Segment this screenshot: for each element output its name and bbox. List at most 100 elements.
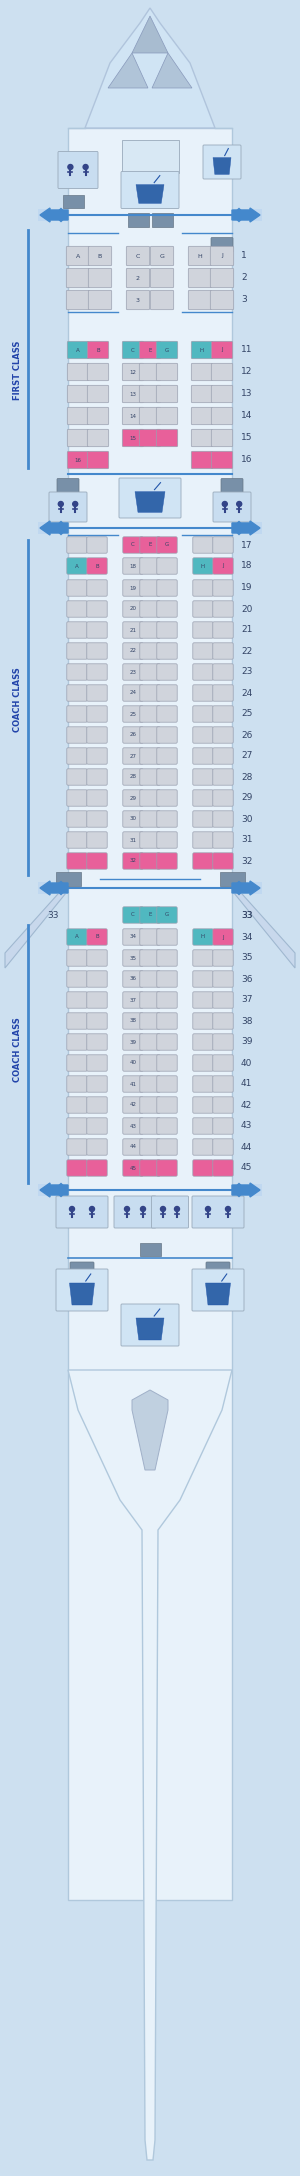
FancyBboxPatch shape: [67, 622, 87, 638]
FancyBboxPatch shape: [193, 1097, 213, 1114]
FancyBboxPatch shape: [140, 579, 160, 596]
Text: H: H: [201, 564, 205, 568]
Text: 14: 14: [241, 411, 252, 420]
FancyBboxPatch shape: [140, 1118, 160, 1134]
FancyBboxPatch shape: [87, 557, 107, 574]
Polygon shape: [213, 157, 231, 174]
FancyBboxPatch shape: [67, 342, 89, 359]
FancyBboxPatch shape: [193, 1118, 213, 1134]
FancyBboxPatch shape: [157, 1138, 177, 1155]
FancyBboxPatch shape: [123, 768, 143, 786]
Text: 34: 34: [130, 934, 136, 940]
FancyBboxPatch shape: [232, 881, 262, 894]
Text: 14: 14: [130, 413, 136, 418]
FancyBboxPatch shape: [140, 601, 160, 618]
FancyBboxPatch shape: [122, 139, 178, 172]
Text: 33: 33: [241, 910, 253, 920]
FancyBboxPatch shape: [140, 812, 160, 827]
FancyBboxPatch shape: [87, 363, 109, 381]
FancyBboxPatch shape: [211, 363, 233, 381]
FancyArrow shape: [232, 209, 260, 222]
FancyArrow shape: [40, 520, 68, 535]
Text: 30: 30: [130, 816, 136, 823]
FancyBboxPatch shape: [87, 992, 107, 1007]
FancyBboxPatch shape: [157, 579, 177, 596]
FancyBboxPatch shape: [140, 907, 160, 923]
FancyBboxPatch shape: [87, 1138, 107, 1155]
FancyBboxPatch shape: [157, 1118, 177, 1134]
Polygon shape: [85, 9, 215, 128]
Text: 39: 39: [241, 1038, 253, 1047]
FancyBboxPatch shape: [140, 537, 160, 553]
Polygon shape: [5, 883, 68, 968]
FancyBboxPatch shape: [193, 622, 213, 638]
FancyBboxPatch shape: [123, 685, 143, 701]
Text: 18: 18: [130, 564, 136, 568]
FancyBboxPatch shape: [211, 342, 233, 359]
Polygon shape: [132, 1390, 168, 1471]
Text: C: C: [131, 348, 135, 353]
FancyBboxPatch shape: [213, 1097, 233, 1114]
FancyBboxPatch shape: [213, 705, 233, 722]
FancyBboxPatch shape: [67, 1160, 87, 1177]
FancyArrow shape: [40, 1184, 68, 1197]
FancyBboxPatch shape: [193, 1075, 213, 1092]
FancyBboxPatch shape: [140, 992, 160, 1007]
FancyBboxPatch shape: [193, 579, 213, 596]
FancyBboxPatch shape: [213, 579, 233, 596]
FancyBboxPatch shape: [38, 209, 68, 222]
FancyBboxPatch shape: [232, 209, 262, 222]
FancyBboxPatch shape: [58, 152, 98, 189]
FancyBboxPatch shape: [152, 213, 172, 226]
FancyBboxPatch shape: [67, 949, 87, 966]
FancyBboxPatch shape: [123, 992, 143, 1007]
FancyBboxPatch shape: [87, 664, 107, 681]
FancyBboxPatch shape: [213, 557, 233, 574]
FancyBboxPatch shape: [210, 268, 234, 287]
FancyBboxPatch shape: [220, 873, 244, 886]
Text: J: J: [221, 252, 223, 259]
Text: 27: 27: [241, 751, 252, 759]
Text: 3: 3: [136, 298, 140, 302]
FancyBboxPatch shape: [38, 1184, 68, 1197]
FancyBboxPatch shape: [193, 727, 213, 744]
FancyBboxPatch shape: [140, 727, 160, 744]
FancyBboxPatch shape: [213, 1138, 233, 1155]
FancyBboxPatch shape: [157, 831, 177, 849]
FancyBboxPatch shape: [156, 385, 178, 403]
FancyBboxPatch shape: [88, 268, 112, 287]
FancyBboxPatch shape: [213, 1160, 233, 1177]
FancyBboxPatch shape: [87, 1055, 107, 1071]
FancyBboxPatch shape: [157, 622, 177, 638]
FancyBboxPatch shape: [87, 949, 107, 966]
FancyBboxPatch shape: [210, 289, 234, 309]
Text: 45: 45: [241, 1164, 252, 1173]
FancyBboxPatch shape: [87, 1075, 107, 1092]
FancyBboxPatch shape: [193, 642, 213, 659]
FancyArrow shape: [232, 520, 260, 535]
FancyArrow shape: [40, 881, 68, 894]
FancyBboxPatch shape: [157, 929, 177, 944]
Text: 25: 25: [130, 712, 136, 716]
Text: 16: 16: [74, 457, 82, 463]
FancyBboxPatch shape: [67, 363, 89, 381]
Text: 26: 26: [241, 731, 252, 740]
Circle shape: [160, 1206, 166, 1212]
FancyBboxPatch shape: [87, 705, 107, 722]
Text: 42: 42: [241, 1101, 252, 1110]
FancyBboxPatch shape: [123, 1055, 143, 1071]
FancyBboxPatch shape: [123, 1118, 143, 1134]
FancyBboxPatch shape: [193, 537, 213, 553]
Text: C: C: [136, 252, 140, 259]
Text: J: J: [221, 348, 223, 353]
Text: 38: 38: [130, 1018, 136, 1023]
Text: 15: 15: [241, 433, 253, 442]
FancyBboxPatch shape: [140, 831, 160, 849]
FancyBboxPatch shape: [67, 1012, 87, 1029]
FancyBboxPatch shape: [67, 579, 87, 596]
FancyBboxPatch shape: [56, 873, 80, 886]
FancyBboxPatch shape: [126, 246, 150, 265]
FancyBboxPatch shape: [213, 768, 233, 786]
FancyBboxPatch shape: [56, 1269, 108, 1310]
Circle shape: [140, 1206, 146, 1212]
